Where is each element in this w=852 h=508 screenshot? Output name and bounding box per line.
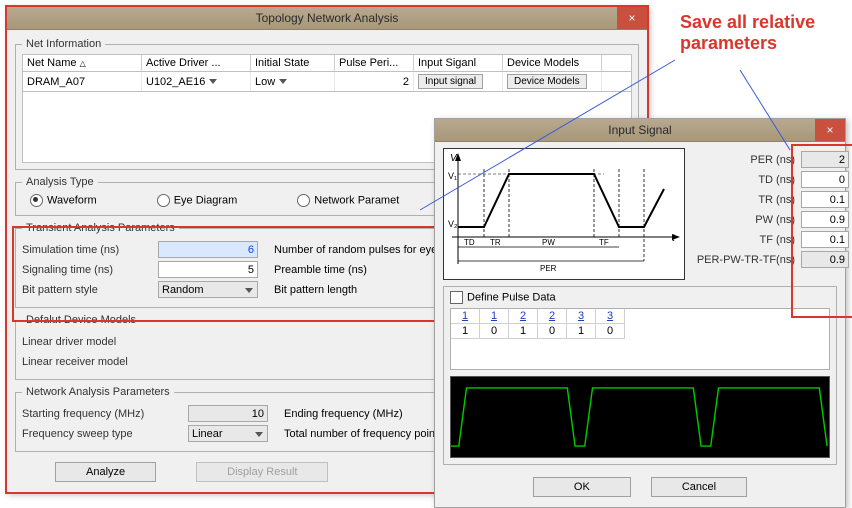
pw-label: PW (ns) bbox=[695, 214, 795, 226]
analysis-type-legend: Analysis Type bbox=[22, 176, 98, 188]
cancel-button[interactable]: Cancel bbox=[651, 477, 747, 497]
cell-pulse-period[interactable]: 2 bbox=[335, 72, 414, 91]
waveform-svg: V V₁ V₂ t TD bbox=[444, 149, 684, 279]
col-initial-state[interactable]: Initial State bbox=[251, 55, 335, 71]
transient-legend: Transient Analysis Parameters bbox=[22, 222, 179, 234]
pulse-cell[interactable]: 1 bbox=[451, 324, 480, 339]
device-models-button[interactable]: Device Models bbox=[507, 74, 587, 89]
start-freq-input[interactable]: 10 bbox=[188, 405, 268, 422]
td-input[interactable]: 0 bbox=[801, 171, 849, 188]
signal-params: PER (ns) 2 TD (ns) 0 TR (ns) 0.1 PW (ns) 0.9… bbox=[695, 148, 849, 280]
net-grid-header: Net Name △ Active Driver ... Initial Sta… bbox=[22, 54, 632, 72]
define-pulse-checkbox[interactable] bbox=[450, 291, 463, 304]
close-icon[interactable]: × bbox=[815, 119, 845, 141]
bitpattern-select[interactable]: Random bbox=[158, 281, 258, 298]
pw-input[interactable]: 0.9 bbox=[801, 211, 849, 228]
input-signal-title: Input Signal bbox=[608, 123, 671, 137]
cell-net-name: DRAM_A07 bbox=[23, 72, 142, 91]
sweep-type-label: Frequency sweep type bbox=[22, 428, 182, 440]
calc-label: PER-PW-TR-TF(ns) bbox=[695, 254, 795, 266]
define-pulse-fieldset: Define Pulse Data 112233 101010 bbox=[443, 286, 837, 465]
simulation-time-input[interactable]: 6 bbox=[158, 241, 258, 258]
default-models-legend: Defalut Device Models bbox=[22, 314, 140, 326]
linear-receiver-label: Linear receiver model bbox=[22, 356, 172, 368]
tf-input[interactable]: 0.1 bbox=[801, 231, 849, 248]
net-info-legend: Net Information bbox=[22, 38, 105, 50]
pulse-cell[interactable]: 0 bbox=[480, 324, 509, 339]
network-analysis-legend: Network Analysis Parameters bbox=[22, 386, 174, 398]
bitpattern-label: Bit pattern style bbox=[22, 284, 152, 296]
radio-network-params[interactable]: Network Paramet bbox=[297, 194, 399, 207]
signaling-time-label: Signaling time (ns) bbox=[22, 264, 152, 276]
pulse-header-cell[interactable]: 3 bbox=[596, 309, 625, 324]
col-net-name[interactable]: Net Name △ bbox=[23, 55, 142, 71]
per-label: PER (ns) bbox=[695, 154, 795, 166]
svg-text:TD: TD bbox=[464, 238, 475, 247]
calc-output: 0.9 bbox=[801, 251, 849, 268]
waveform-diagram: V V₁ V₂ t TD bbox=[443, 148, 685, 280]
tr-input[interactable]: 0.1 bbox=[801, 191, 849, 208]
bitlen-label: Bit pattern length bbox=[274, 284, 384, 296]
col-input-signal[interactable]: Input Siganl bbox=[414, 55, 503, 71]
signaling-time-input[interactable]: 5 bbox=[158, 261, 258, 278]
chevron-down-icon bbox=[255, 432, 263, 437]
table-row[interactable]: DRAM_A07 U102_AE16 Low 2 Input signal De… bbox=[22, 72, 632, 92]
cell-device-models: Device Models bbox=[503, 72, 602, 91]
end-freq-label: Ending frequency (MHz) bbox=[284, 408, 403, 420]
cell-input-signal: Input signal bbox=[414, 72, 503, 91]
pulse-scope bbox=[450, 376, 830, 458]
input-signal-button[interactable]: Input signal bbox=[418, 74, 483, 89]
ok-button[interactable]: OK bbox=[533, 477, 631, 497]
topology-titlebar: Topology Network Analysis × bbox=[7, 7, 647, 30]
define-pulse-label: Define Pulse Data bbox=[467, 291, 556, 303]
total-points-label: Total number of frequency points bbox=[284, 428, 444, 440]
cell-initial-state[interactable]: Low bbox=[251, 72, 335, 91]
pulse-header-cell[interactable]: 2 bbox=[509, 309, 538, 324]
scope-svg bbox=[451, 377, 829, 457]
tr-label: TR (ns) bbox=[695, 194, 795, 206]
radio-eye-diagram[interactable]: Eye Diagram bbox=[157, 194, 238, 207]
pulse-cell[interactable]: 1 bbox=[509, 324, 538, 339]
topology-title: Topology Network Analysis bbox=[256, 11, 399, 25]
pulse-header-cell[interactable]: 2 bbox=[538, 309, 567, 324]
sweep-type-select[interactable]: Linear bbox=[188, 425, 268, 442]
linear-driver-label: Linear driver model bbox=[22, 336, 172, 348]
chevron-down-icon bbox=[245, 288, 253, 293]
preamble-label: Preamble time (ns) bbox=[274, 264, 367, 276]
chevron-down-icon bbox=[279, 79, 287, 84]
tf-label: TF (ns) bbox=[695, 234, 795, 246]
annotation-text: Save all relative parameters bbox=[680, 12, 815, 54]
svg-text:TR: TR bbox=[490, 238, 501, 247]
pulse-cell[interactable]: 0 bbox=[596, 324, 625, 339]
display-result-button[interactable]: Display Result bbox=[196, 462, 328, 482]
pulse-cell[interactable]: 1 bbox=[567, 324, 596, 339]
cell-active-driver[interactable]: U102_AE16 bbox=[142, 72, 251, 91]
input-signal-window: Input Signal × V V₁ V₂ t bbox=[434, 118, 846, 508]
pulse-header-cell[interactable]: 1 bbox=[451, 309, 480, 324]
svg-text:TF: TF bbox=[599, 238, 609, 247]
input-signal-titlebar: Input Signal × bbox=[435, 119, 845, 142]
close-icon[interactable]: × bbox=[617, 7, 647, 29]
simulation-time-label: Simulation time (ns) bbox=[22, 244, 152, 256]
analyze-button[interactable]: Analyze bbox=[55, 462, 156, 482]
per-input[interactable]: 2 bbox=[801, 151, 849, 168]
col-active-driver[interactable]: Active Driver ... bbox=[142, 55, 251, 71]
pulse-header-cell[interactable]: 1 bbox=[480, 309, 509, 324]
svg-text:V₂: V₂ bbox=[448, 219, 458, 229]
col-device-models[interactable]: Device Models bbox=[503, 55, 602, 71]
start-freq-label: Starting frequency (MHz) bbox=[22, 408, 182, 420]
svg-text:PER: PER bbox=[540, 264, 557, 273]
pulse-cell[interactable]: 0 bbox=[538, 324, 567, 339]
pulse-data-table: 112233 101010 bbox=[450, 308, 830, 370]
pulse-header-cell[interactable]: 3 bbox=[567, 309, 596, 324]
col-pulse-period[interactable]: Pulse Peri... bbox=[335, 55, 414, 71]
svg-text:V₁: V₁ bbox=[448, 171, 457, 181]
radio-waveform[interactable]: Waveform bbox=[30, 194, 97, 207]
chevron-down-icon bbox=[209, 79, 217, 84]
td-label: TD (ns) bbox=[695, 174, 795, 186]
svg-text:PW: PW bbox=[542, 238, 555, 247]
